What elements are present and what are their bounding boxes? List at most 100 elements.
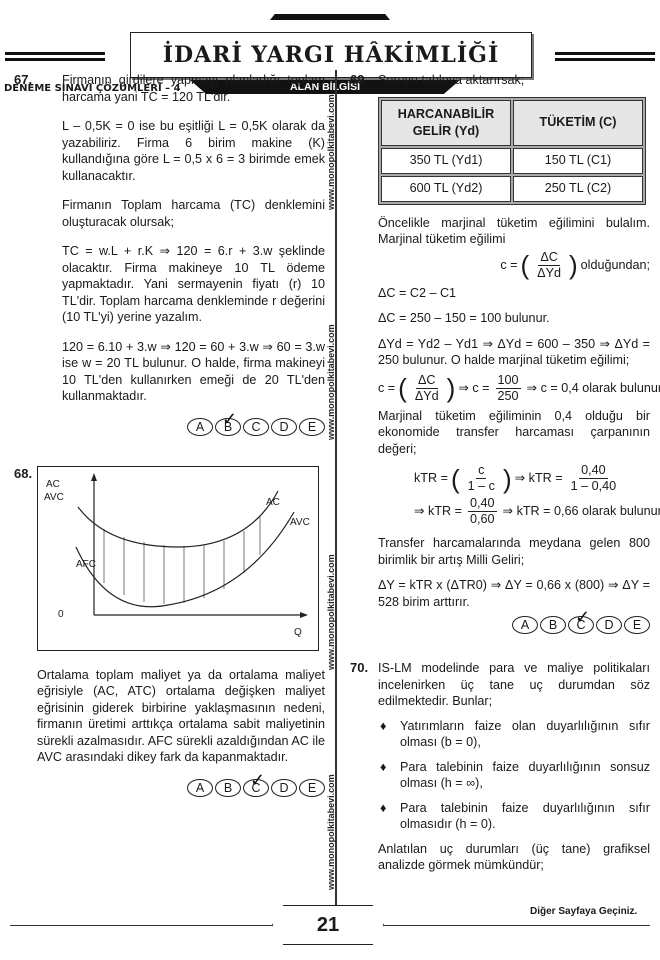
option-c: C [243,772,269,797]
delta-c-result: ΔC = 250 – 150 = 100 bulunur. [378,311,550,325]
afc-gap-lines [103,516,261,604]
formula-text: c = [378,380,396,395]
formula-text: ⇒ kTR = [514,471,563,486]
option-c: C [243,417,269,436]
watermark: www.monopolkitabevi.com [326,774,336,890]
table-cell: 350 TL (Yd1) [381,147,511,174]
y-axis-arrow [91,472,97,481]
page-title: İDARİ YARGI HÂKİMLİĞİ [130,32,532,78]
ktr-formula: kTR =(c 1 – c) ⇒ kTR = 0,40 1 – 0,40 [414,463,617,494]
origin-label: 0 [58,608,64,620]
question-number: 70. [350,660,369,675]
numerator: 0,40 [468,496,497,512]
watermark: www.monopolkitabevi.com [326,554,336,670]
avc-label: AVC [290,516,310,528]
formula-text: ⇒ c = [458,380,490,395]
formula-text: kTR = [414,471,448,486]
option-e: E [299,417,325,436]
numerator: c [476,463,487,479]
numerator: ΔC [415,372,438,389]
answer-options: A B C D E [37,772,325,797]
y-axis-label: AC [46,478,60,490]
answer-options: A B C D E [378,609,650,634]
y-axis-label: AVC [44,491,64,503]
denominator: 0,60 [470,512,495,526]
numerator: 0,40 [579,463,608,479]
cost-curves-graph: AC AVC AC AVC AFC 0 Q [37,465,319,651]
numerator: 100 [495,372,521,389]
formula-text: c = [500,257,518,272]
watermark: www.monopolkitabevi.com [326,324,336,440]
q70-paragraph: Anlatılan uç durumları (üç tane) grafiks… [378,841,650,873]
option-a: A [512,616,538,634]
question-number: 67. [14,72,33,87]
option-c: C [568,609,594,634]
option-d: D [271,778,297,797]
q69-intro: Soruyu tabloya aktarırsak; [378,73,525,87]
table-cell: 150 TL (C1) [513,147,643,174]
question-69: 69. Soruyu tabloya aktarırsak; HARCANABİ… [350,72,660,634]
bullet-item: Para talebinin faize duyarlılığının sıfı… [380,800,650,833]
header-bars-left [5,52,105,61]
watermark: www.monopolkitabevi.com [326,94,336,210]
bullet-item: Para talebinin faize duyarlılığının sons… [380,759,650,792]
q67-paragraph: 120 = 6.10 + 3.w ⇒ 120 = 60 + 3.w ⇒ 60 =… [62,339,325,404]
next-page-note: Diğer Sayfaya Geçiniz. [530,906,638,917]
q67-paragraph: TC = w.L + r.K ⇒ 120 = 6.r + 3.w şeklind… [62,244,325,324]
q68-paragraph: Ortalama toplam maliyet ya da ortalama m… [37,667,325,765]
c-formula: c =(ΔC ΔYd) ⇒ c = 100 250 ⇒ c = 0,4 olarak … [378,372,660,404]
q69-paragraph: ΔY = kTR x (ΔTR0) ⇒ ΔY = 0,66 x (800) ⇒ … [378,578,650,609]
option-a: A [187,417,213,436]
mpc-formula: c =(ΔC ΔYd) olduğundan; [500,249,650,281]
table-cell: 600 TL (Yd2) [381,175,511,202]
bullet-item: Yatırımların faize olan duyarlılığının s… [380,718,650,751]
q67-paragraph: Firmanın girdilere yapmayı planladığı to… [62,73,325,104]
option-b: B [215,778,241,797]
q69-paragraph: Marjinal tüketim eğiliminin 0,4 olduğu b… [378,408,650,456]
q69-paragraph: Transfer harcamalarında meydana gelen 80… [378,536,650,567]
ktr-result-formula: ⇒ kTR = 0,40 0,60 ⇒ kTR = 0,66 olarak bulu… [414,496,660,527]
answer-options: A B C D E [62,411,325,436]
numerator: ΔC [538,249,560,266]
income-consumption-table: HARCANABİLİR GELİR (Yd) TÜKETİM (C) 350 T… [378,96,646,205]
q69-paragraph: Öncelikle marjinal tüketim eğilimini bul… [378,215,650,247]
option-d: D [596,616,622,634]
denominator: ΔYd [537,265,561,280]
option-b: B [215,411,241,436]
x-axis-label: Q [294,626,302,638]
denominator: ΔYd [414,388,439,403]
formula-text: ⇒ kTR = 0,66 olarak bulunur. [502,504,660,519]
question-68: 68. AC AVC AC AVC AFC 0 Q Ortalama topla… [14,465,325,797]
x-axis-arrow [300,611,308,618]
avc-curve [75,511,295,607]
denominator: 1 – c [467,479,495,493]
question-number: 68. [14,465,33,481]
ac-curve [77,490,279,548]
afc-label: AFC [76,558,96,570]
option-e: E [624,616,650,634]
left-column: 67. Firmanın girdilere yapmayı planladığ… [14,72,325,797]
option-b: B [540,616,566,634]
q67-paragraph: L – 0,5K = 0 ise bu eşitliği L = 0,5K ol… [62,119,325,183]
option-d: D [271,417,297,436]
question-number: 69. [350,72,369,87]
table-header: TÜKETİM (C) [513,99,643,146]
formula-text: ⇒ c = 0,4 olarak bulunur. [526,380,660,395]
question-70: 70. IS-LM modelinde para ve maliye polit… [350,660,650,874]
option-e: E [299,778,325,797]
denominator: 1 – 0,40 [570,479,617,493]
table-row: 350 TL (Yd1) 150 TL (C1) [381,147,643,174]
header-decor-top [270,14,390,20]
header-bars-right [555,52,655,61]
ac-label: AC [266,496,280,508]
delta-yd-line: ΔYd = Yd2 – Yd1 ⇒ ΔYd = 600 – 350 ⇒ ΔYd … [378,336,650,368]
page-number: 21 [272,905,384,945]
question-67: 67. Firmanın girdilere yapmayı planladığ… [14,72,325,436]
table-cell: 250 TL (C2) [513,175,643,202]
column-divider [335,70,337,905]
series-label: DENEME SINAVI ÇÖZÜMLERİ – 4 [4,83,181,94]
q67-paragraph: Firmanın Toplam harcama (TC) denklemini … [62,198,325,229]
table-header: HARCANABİLİR GELİR (Yd) [381,99,511,146]
section-subtitle: ALAN BİLGİSİ [190,80,460,94]
delta-c-line: ΔC = C2 – C1 [378,285,457,300]
